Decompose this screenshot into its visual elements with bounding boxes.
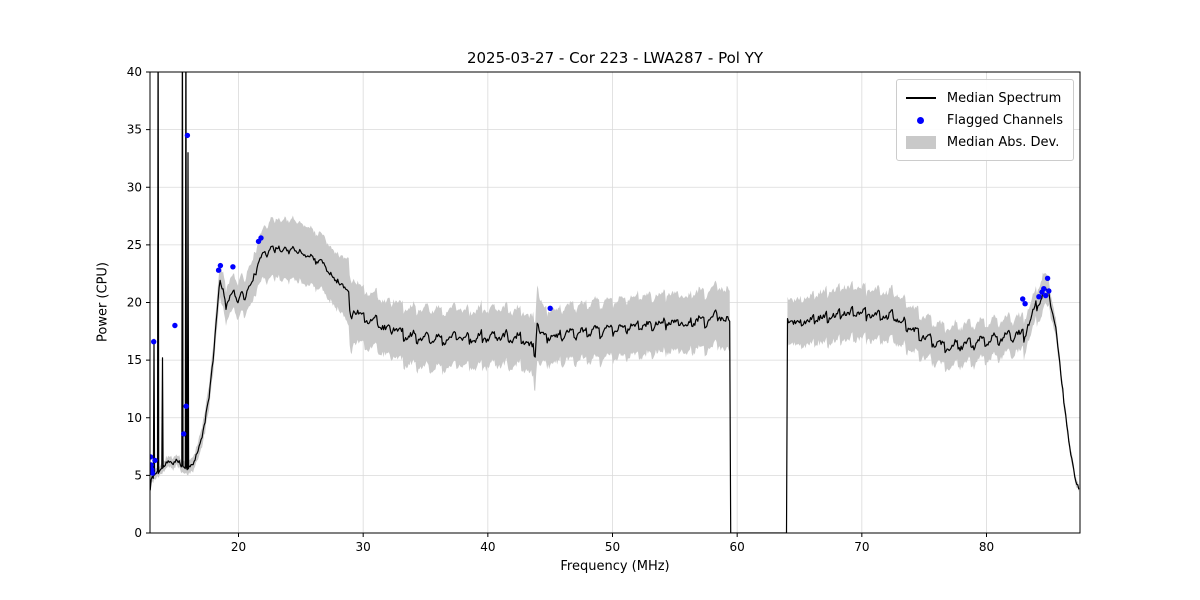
svg-text:0: 0 — [134, 526, 142, 540]
mad-band — [150, 215, 1079, 533]
legend: Median Spectrum Flagged Channels Median … — [895, 79, 1074, 161]
chart-title: 2025-03-27 - Cor 223 - LWA287 - Pol YY — [466, 49, 764, 67]
legend-entry-mad: Median Abs. Dev. — [905, 131, 1063, 153]
svg-text:35: 35 — [127, 123, 142, 137]
svg-text:20: 20 — [231, 540, 246, 554]
x-axis-label: Frequency (MHz) — [560, 559, 670, 574]
svg-text:20: 20 — [127, 296, 142, 310]
svg-text:5: 5 — [134, 468, 142, 482]
svg-text:15: 15 — [127, 353, 142, 367]
svg-text:30: 30 — [127, 180, 142, 194]
svg-text:50: 50 — [605, 540, 620, 554]
median-line — [150, 72, 1080, 533]
flagged-points — [150, 132, 1052, 476]
y-ticks: 0 5 10 15 20 25 30 35 40 — [127, 65, 150, 540]
svg-text:80: 80 — [979, 540, 994, 554]
legend-line-icon — [905, 97, 936, 99]
legend-entry-median-spectrum: Median Spectrum — [905, 87, 1063, 109]
legend-label: Median Abs. Dev. — [946, 134, 1060, 150]
svg-text:70: 70 — [854, 540, 869, 554]
legend-label: Median Spectrum — [946, 90, 1062, 106]
svg-text:25: 25 — [127, 238, 142, 252]
svg-text:40: 40 — [480, 540, 495, 554]
svg-text:40: 40 — [127, 65, 142, 79]
svg-text:10: 10 — [127, 411, 142, 425]
svg-text:60: 60 — [730, 540, 745, 554]
y-axis-label: Power (CPU) — [95, 261, 111, 343]
legend-label: Flagged Channels — [946, 112, 1063, 128]
svg-text:30: 30 — [356, 540, 371, 554]
legend-marker-icon — [916, 116, 924, 124]
x-ticks: 20 30 40 50 60 70 80 — [231, 533, 994, 554]
legend-entry-flagged-channels: Flagged Channels — [906, 109, 1063, 131]
legend-patch-icon — [905, 135, 936, 149]
